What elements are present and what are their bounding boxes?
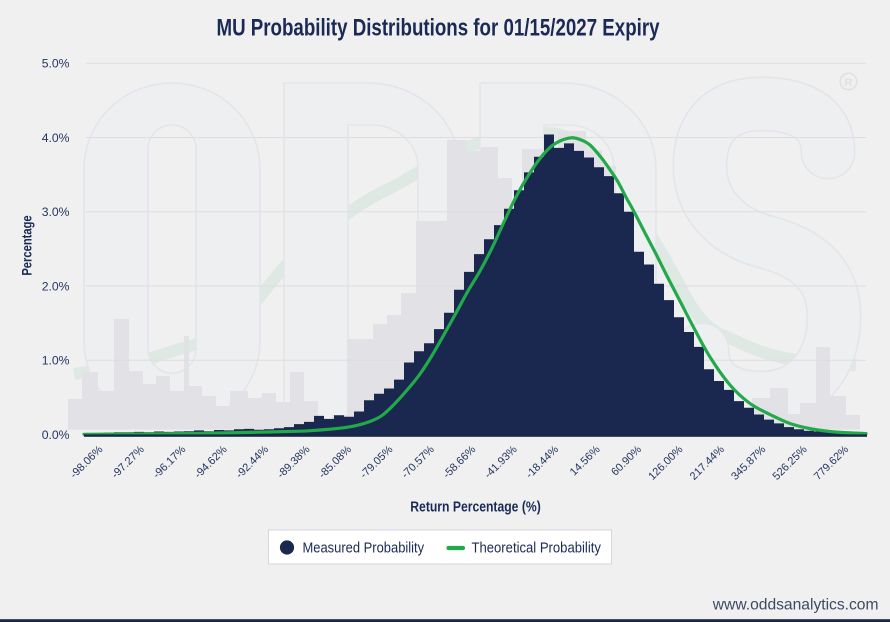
- svg-text:R: R: [845, 77, 853, 89]
- svg-text:4.0%: 4.0%: [42, 131, 70, 145]
- svg-text:5.0%: 5.0%: [42, 57, 70, 71]
- svg-text:Return Percentage (%): Return Percentage (%): [410, 499, 540, 515]
- svg-text:www.oddsanalytics.com: www.oddsanalytics.com: [712, 597, 879, 614]
- svg-text:Percentage: Percentage: [19, 215, 34, 275]
- svg-text:MU Probability Distributions f: MU Probability Distributions for 01/15/2…: [216, 15, 659, 42]
- svg-text:Measured Probability: Measured Probability: [303, 539, 425, 556]
- svg-text:0.0%: 0.0%: [42, 428, 70, 442]
- svg-text:1.0%: 1.0%: [42, 354, 70, 368]
- svg-text:Theoretical Probability: Theoretical Probability: [472, 539, 601, 556]
- svg-text:3.0%: 3.0%: [42, 205, 70, 219]
- svg-text:2.0%: 2.0%: [42, 279, 70, 293]
